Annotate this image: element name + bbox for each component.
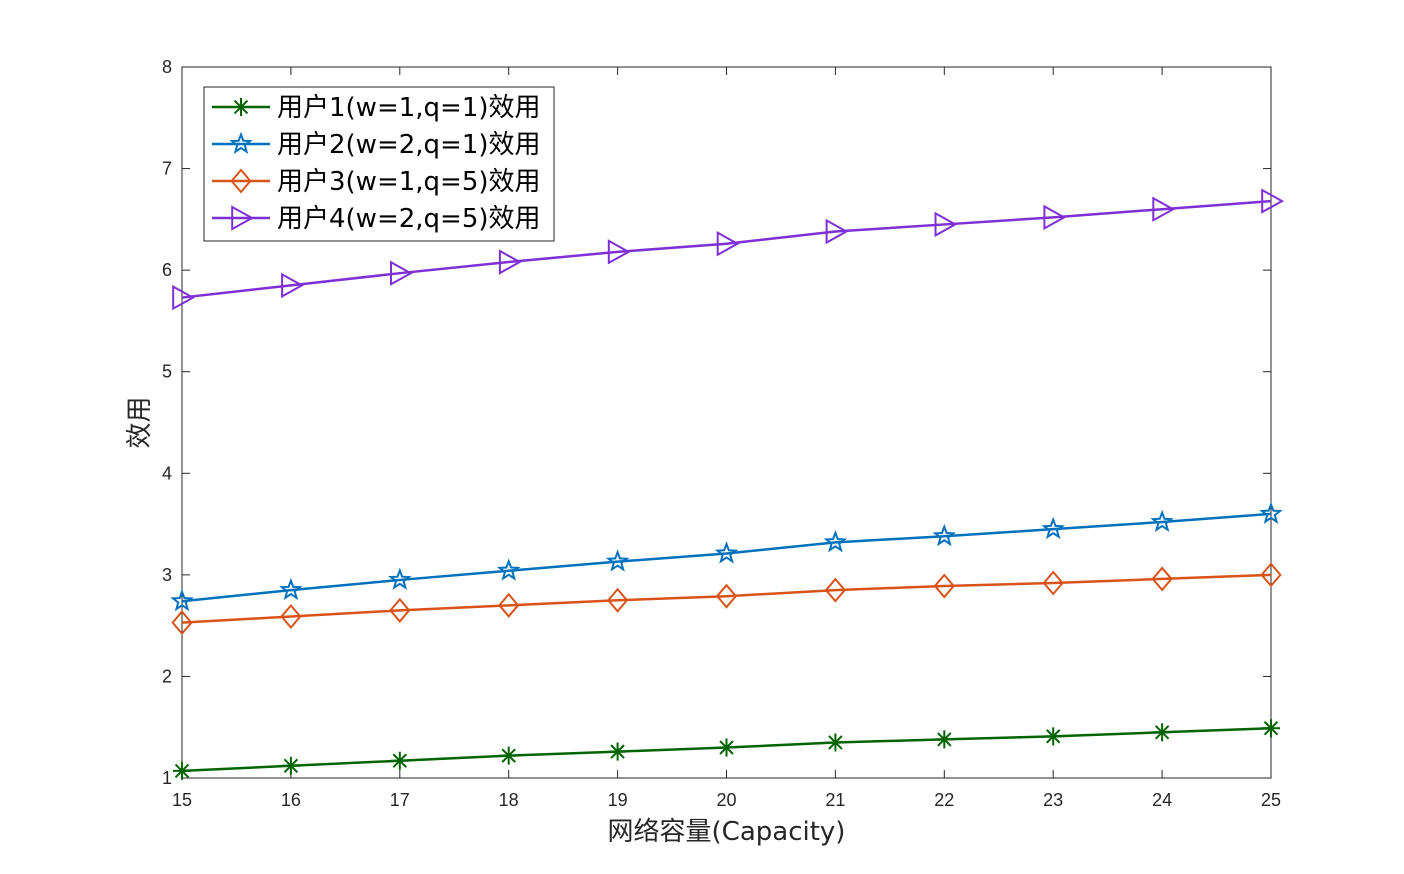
series-1-point — [281, 756, 300, 775]
series-1 — [173, 719, 1280, 780]
x-tick-label: 24 — [1152, 790, 1172, 810]
x-axis-label: 网络容量(Capacity) — [608, 817, 846, 847]
series-2-point — [496, 558, 521, 581]
series-3-point — [498, 592, 520, 618]
series-2-point — [1150, 509, 1174, 533]
y-tick-label: 5 — [162, 362, 172, 382]
series-3-point — [1151, 566, 1173, 592]
series-4-point — [390, 260, 413, 286]
x-tick-label: 19 — [608, 790, 628, 810]
series-4-point — [1152, 196, 1176, 222]
legend-item-4: 用户4(w=2,q=5)效用 — [212, 204, 541, 234]
series-2-point — [932, 523, 957, 547]
series-2-point — [714, 541, 739, 564]
series-3-point — [1042, 570, 1064, 596]
legend-item-3: 用户3(w=1,q=5)效用 — [212, 167, 541, 197]
series-2-point — [823, 530, 848, 553]
series-1-point — [608, 742, 627, 761]
series-1-point — [717, 738, 736, 757]
x-tick-label: 22 — [934, 790, 954, 810]
legend-marker — [229, 131, 253, 154]
legend-item-1: 用户1(w=1,q=1)效用 — [212, 93, 541, 123]
series-1-point — [1262, 719, 1280, 738]
series-3-point — [824, 577, 847, 603]
series-3-point — [389, 597, 411, 623]
series-4-point — [281, 272, 304, 299]
series-4-line — [181, 199, 1272, 299]
y-tick-label: 4 — [162, 463, 172, 483]
series-2-point — [605, 549, 630, 572]
series-4 — [172, 188, 1285, 311]
series-1-point — [173, 761, 191, 780]
series-1-point — [935, 730, 954, 749]
series-4-point — [607, 239, 631, 265]
y-tick-label: 3 — [162, 565, 172, 585]
x-tick-label: 20 — [716, 790, 736, 810]
series-4-point — [716, 231, 740, 257]
legend-label: 用户2(w=2,q=1)效用 — [277, 130, 541, 160]
series-1-point — [1044, 727, 1063, 746]
series-4-point — [1261, 188, 1285, 214]
y-tick-label: 1 — [162, 768, 172, 788]
series-4-point — [498, 249, 522, 275]
series-3-point — [280, 603, 302, 630]
series-3-point — [1260, 562, 1282, 588]
series-2-point — [1041, 516, 1065, 540]
y-axis-label: 效用 — [125, 396, 155, 448]
legend-label: 用户4(w=2,q=5)效用 — [277, 204, 541, 234]
series-2-line — [181, 512, 1272, 603]
y-tick-label: 7 — [162, 159, 172, 179]
series-4-point — [1043, 204, 1067, 231]
y-tick-label: 8 — [162, 57, 172, 77]
x-tick-label: 23 — [1043, 790, 1063, 810]
series-4-point — [825, 218, 849, 245]
series-layer — [170, 188, 1285, 780]
legend-item-2: 用户2(w=2,q=1)效用 — [212, 130, 541, 160]
series-1-point — [499, 746, 518, 765]
series-2-point — [170, 588, 194, 612]
series-1-point — [390, 751, 409, 770]
x-tick-label: 25 — [1261, 790, 1281, 810]
legend-box — [203, 86, 555, 242]
series-3-point — [715, 583, 738, 609]
legend: 用户1(w=1,q=1)效用用户2(w=2,q=1)效用用户3(w=1,q=5)… — [203, 86, 555, 242]
series-2-point — [279, 577, 303, 601]
series-3-point — [606, 587, 629, 613]
x-tick-label: 16 — [281, 790, 301, 810]
legend-marker — [231, 205, 255, 231]
series-4-point — [934, 211, 958, 238]
legend-label: 用户1(w=1,q=1)效用 — [277, 93, 541, 123]
legend-marker — [232, 98, 250, 116]
series-3-line — [181, 573, 1272, 624]
series-1-point — [1153, 723, 1172, 742]
series-2-point — [388, 567, 412, 590]
series-3-point — [933, 573, 955, 599]
series-4-point — [172, 284, 196, 311]
x-tick-label: 21 — [825, 790, 845, 810]
series-2 — [170, 501, 1283, 612]
legend-marker — [230, 168, 252, 194]
series-3-point — [171, 610, 193, 636]
x-tick-label: 15 — [172, 790, 192, 810]
y-tick-label: 6 — [162, 260, 172, 280]
legend-label: 用户3(w=1,q=5)效用 — [277, 167, 541, 197]
series-1-point — [826, 733, 845, 752]
series-2-point — [1259, 501, 1283, 524]
series-3 — [171, 562, 1282, 636]
y-tick-label: 2 — [162, 666, 172, 686]
x-tick-label: 18 — [499, 790, 519, 810]
x-tick-label: 17 — [390, 790, 410, 810]
